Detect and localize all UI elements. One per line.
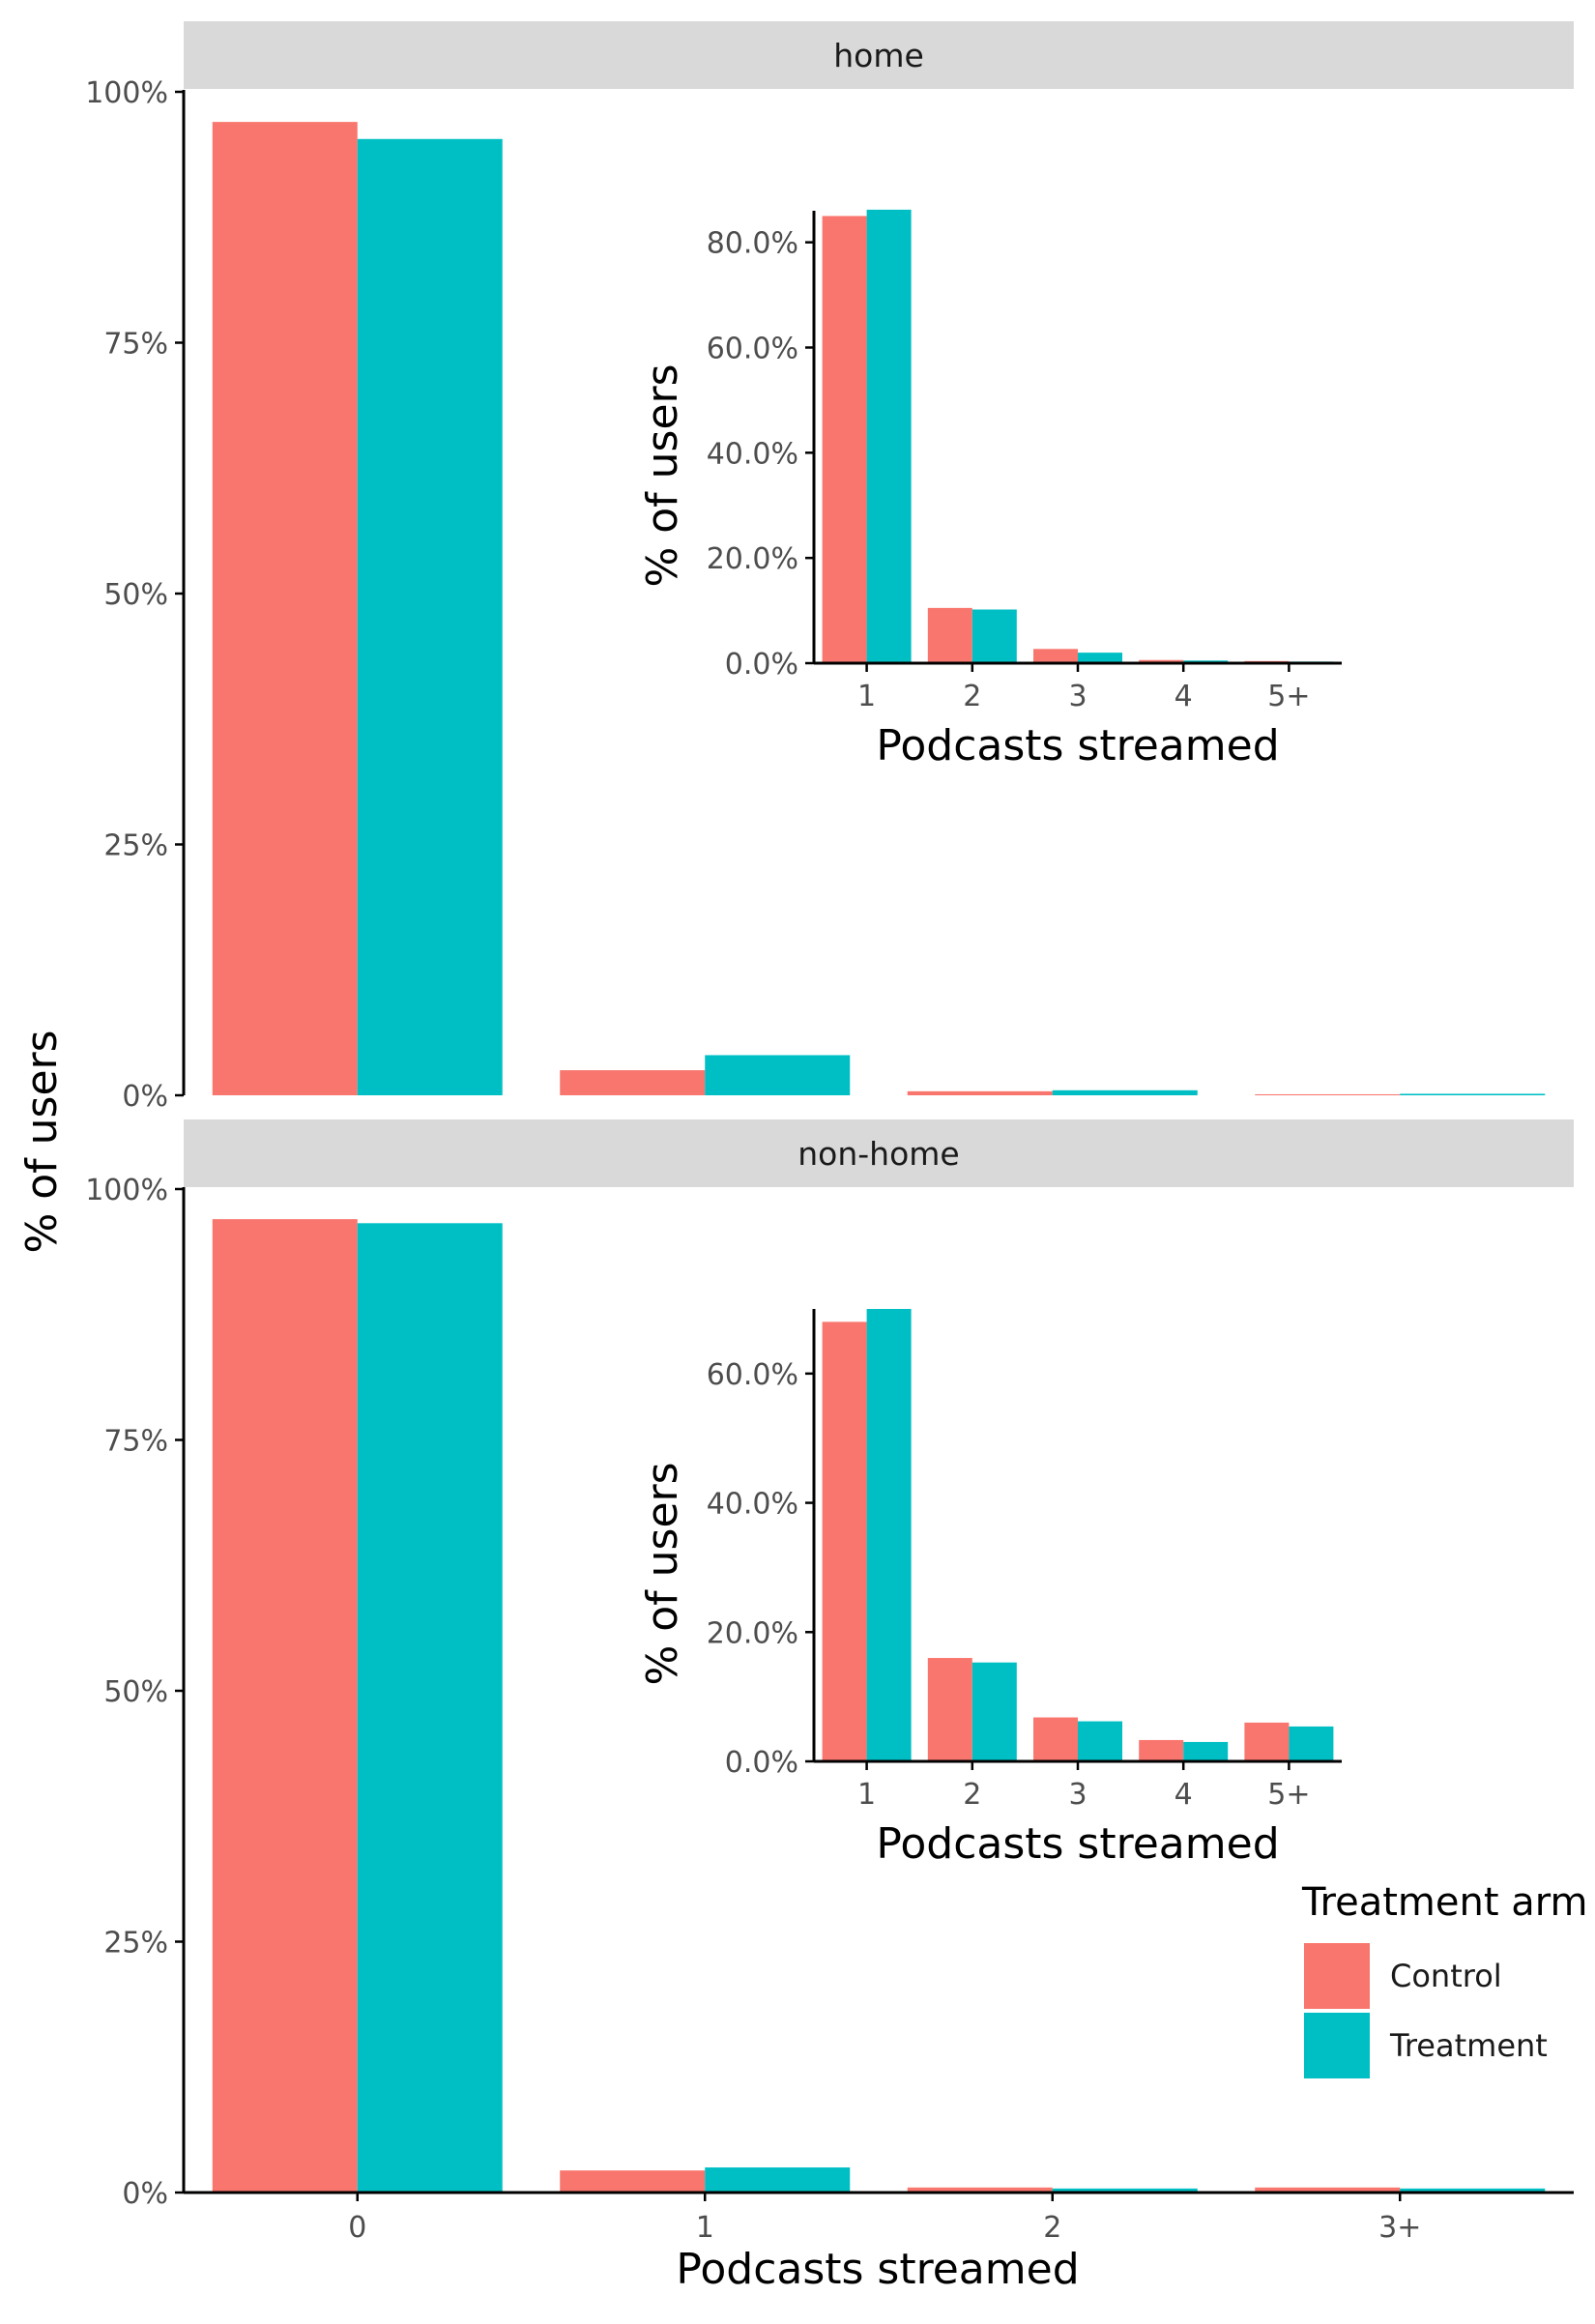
inset-bar-control [1033, 1717, 1078, 1761]
x-tick-label: 2 [1043, 2211, 1061, 2245]
inset-y-axis-title: % of users [638, 1462, 687, 1685]
inset-x-tick-label: 4 [1174, 1778, 1193, 1812]
y-tick-label: 100% [85, 76, 168, 110]
bar-control [1255, 1093, 1401, 1095]
bar-control [212, 1219, 358, 2193]
inset-x-tick-label: 2 [963, 680, 981, 713]
inset-bar-treatment [1289, 1726, 1334, 1761]
legend-swatch-control [1304, 1943, 1370, 2009]
inset-y-tick-label: 40.0% [707, 437, 798, 471]
inset-bar-control [1033, 649, 1078, 663]
inset-bar-treatment [1078, 1721, 1122, 1761]
inset-y-tick-label: 80.0% [707, 227, 798, 261]
y-tick-label: 50% [103, 1675, 168, 1709]
inset-y-tick-label: 60.0% [707, 332, 798, 365]
bar-treatment [1052, 1089, 1198, 1095]
inset-bar-control [1139, 659, 1184, 663]
inset-y-tick-label: 20.0% [707, 542, 798, 576]
inset-x-axis-title: Podcasts streamed [876, 721, 1279, 770]
bar-treatment [705, 2167, 851, 2193]
inset-bar-control [1244, 1722, 1290, 1761]
inset-bar-treatment [866, 1309, 912, 1761]
y-tick-label: 25% [103, 1927, 168, 1961]
y-tick-label: 50% [103, 578, 168, 612]
y-tick-label: 25% [103, 829, 168, 863]
inset-x-tick-label: 3 [1068, 680, 1087, 713]
y-tick-label: 0% [122, 1080, 168, 1114]
y-tick-label: 75% [103, 1425, 168, 1459]
bar-treatment [705, 1055, 851, 1095]
bar-control [560, 1070, 706, 1095]
inset-bar-control [927, 607, 972, 663]
inset-y-tick-label: 40.0% [707, 1488, 798, 1522]
bar-treatment [357, 138, 503, 1095]
inset-bar-treatment [1078, 653, 1122, 663]
legend-swatch-treatment [1304, 2013, 1370, 2078]
bar-control [212, 122, 358, 1095]
inset-y-tick-label: 0.0% [725, 1746, 798, 1780]
x-tick-label: 0 [348, 2211, 366, 2245]
inset-x-tick-label: 5+ [1267, 680, 1310, 713]
bar-control [1255, 2187, 1401, 2193]
inset-y-tick-label: 20.0% [707, 1616, 798, 1650]
inset-y-tick-label: 0.0% [725, 648, 798, 682]
y-tick-label: 100% [85, 1174, 168, 1207]
legend-title: Treatment arm [1301, 1880, 1587, 1925]
inset-x-axis-title: Podcasts streamed [876, 1819, 1279, 1869]
x-tick-label: 3+ [1378, 2211, 1421, 2245]
x-tick-label: 1 [696, 2211, 714, 2245]
inset-bar-treatment [1183, 1741, 1229, 1761]
inset-y-axis-title: % of users [638, 363, 687, 587]
legend-label: Treatment [1389, 2027, 1548, 2064]
bar-control [560, 2170, 706, 2193]
facet-strip [184, 21, 1574, 89]
inset-x-tick-label: 1 [857, 1778, 876, 1812]
inset-x-tick-label: 5+ [1267, 1778, 1310, 1812]
inset-bar-control [822, 1322, 867, 1761]
inset-bar-treatment [866, 209, 912, 663]
inset-bar-control [822, 216, 867, 663]
y-axis-title: % of users [17, 1030, 67, 1253]
inset-x-tick-label: 4 [1174, 680, 1193, 713]
inset-bar-treatment [972, 609, 1017, 663]
bar-treatment [357, 1223, 503, 2193]
x-axis-title: Podcasts streamed [676, 2245, 1079, 2294]
facet-strip-label: non-home [798, 1135, 959, 1173]
inset-bar-control [1139, 1739, 1184, 1761]
legend-label: Control [1390, 1958, 1502, 1994]
bar-treatment [1400, 1093, 1546, 1095]
y-tick-label: 0% [122, 2177, 168, 2211]
inset-x-tick-label: 2 [963, 1778, 981, 1812]
bar-control [907, 1090, 1053, 1095]
inset-y-tick-label: 60.0% [707, 1358, 798, 1392]
bar-treatment [1400, 2188, 1546, 2193]
inset-x-tick-label: 3 [1068, 1778, 1087, 1812]
facet-strip [184, 1119, 1574, 1187]
bar-treatment [1052, 2188, 1198, 2193]
inset-x-tick-label: 1 [857, 680, 876, 713]
y-tick-label: 75% [103, 328, 168, 362]
inset-bar-control [927, 1658, 972, 1761]
facet-strip-label: home [833, 37, 924, 74]
inset-bar-treatment [972, 1662, 1017, 1761]
bar-control [907, 2187, 1053, 2193]
